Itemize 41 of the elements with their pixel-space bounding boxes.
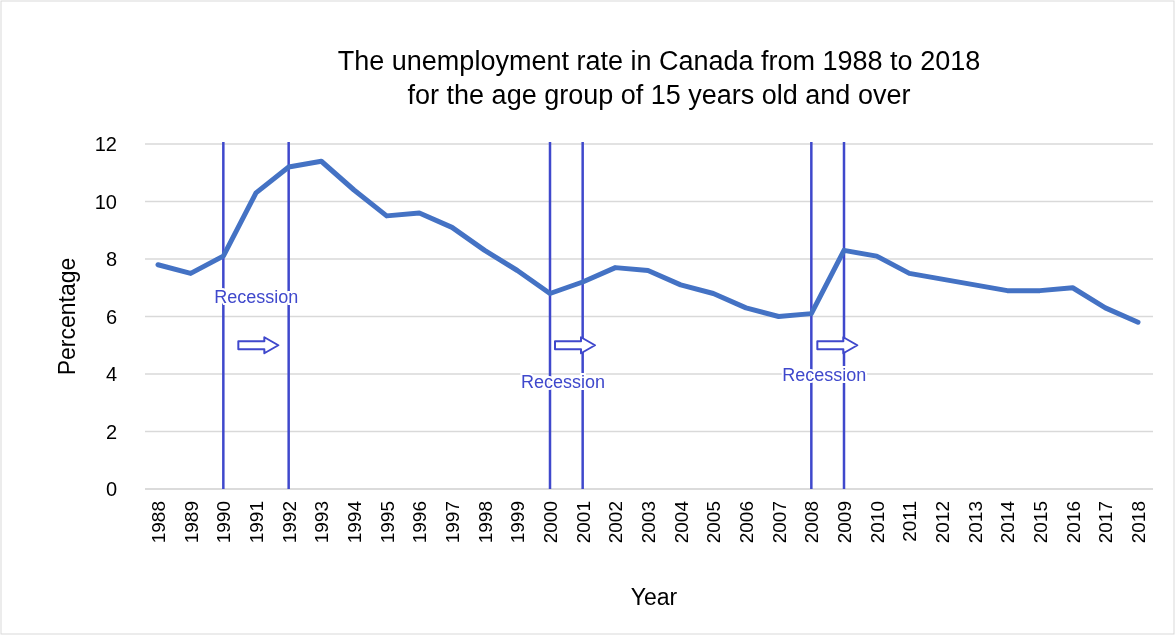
y-tick-label: 6: [105, 305, 117, 328]
x-tick-label: 2011: [899, 501, 921, 542]
x-tick-label: 1993: [311, 501, 333, 544]
x-tick-label: 1999: [507, 501, 529, 544]
x-tick-label: 2008: [801, 501, 823, 544]
x-tick-label: 2007: [768, 501, 790, 544]
x-tick-label: 2004: [670, 500, 692, 544]
x-tick-label: 2010: [866, 501, 888, 544]
x-tick-label: 1998: [474, 501, 496, 544]
x-tick-label: 1995: [376, 501, 398, 544]
x-axis-title: Year: [630, 584, 678, 610]
x-tick-label: 1988: [148, 501, 169, 544]
x-tick-label: 1991: [246, 501, 267, 544]
x-tick-label: 2015: [1030, 501, 1051, 544]
y-tick-label: 4: [105, 363, 117, 385]
y-tick-label: 12: [94, 133, 117, 155]
x-tick-label: 2013: [964, 501, 986, 544]
x-tick-label: 1990: [213, 501, 235, 544]
x-tick-label: 2009: [834, 501, 855, 544]
x-tick-label: 2014: [997, 500, 1019, 544]
x-tick-label: 2012: [932, 501, 953, 544]
x-tick-label: 2006: [736, 501, 757, 544]
x-tick-label: 2017: [1095, 501, 1117, 544]
x-tick-label: 1994: [344, 500, 365, 544]
y-axis-title: Percentage: [54, 257, 80, 376]
x-tick-label: 1989: [180, 501, 202, 544]
x-tick-label: 2001: [572, 501, 594, 544]
y-tick-label: 0: [105, 478, 117, 500]
x-tick-label: 2018: [1128, 501, 1149, 544]
x-tick-label: 2005: [703, 501, 725, 544]
x-tick-label: 1992: [278, 501, 300, 544]
chart-title: The unemployment rate in Canada from 1988 to 2018 for the age group of 15 years old and over: [337, 46, 981, 110]
x-tick-label: 2000: [540, 501, 561, 544]
x-tick-label: 2016: [1062, 501, 1084, 544]
x-tick-label: 2003: [638, 501, 659, 544]
x-tick-label: 1997: [442, 501, 463, 544]
x-tick-label: 1996: [409, 501, 431, 544]
x-tick-label: 2002: [605, 501, 627, 544]
y-tick-label: 10: [94, 190, 117, 213]
y-tick-label: 8: [105, 248, 117, 270]
y-tick-label: 2: [105, 420, 117, 443]
